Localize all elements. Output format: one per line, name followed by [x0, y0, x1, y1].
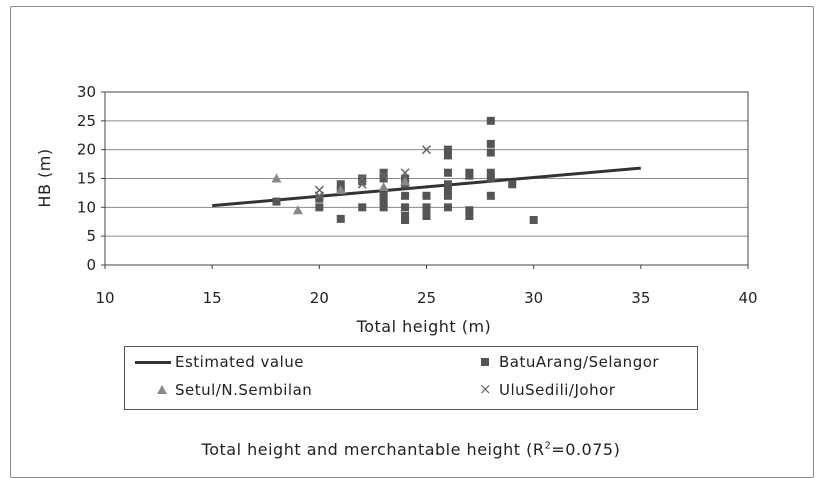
point-batuarang-selangor: [486, 148, 495, 157]
point-batuarang-selangor: [465, 211, 474, 220]
y-tick-label: 5: [86, 227, 96, 245]
point-batuarang-selangor: [315, 203, 324, 212]
point-batuarang-selangor: [358, 177, 367, 186]
point-batuarang-selangor: [379, 197, 388, 206]
point-batuarang-selangor: [443, 168, 452, 177]
point-batuarang-selangor: [379, 203, 388, 212]
caption-suffix: =0.075): [551, 440, 621, 459]
y-tick-label: 0: [86, 256, 96, 274]
legend-label: BatuArang/Selangor: [499, 353, 660, 371]
caption-prefix: Total height and merchantable height (R: [201, 440, 545, 459]
x-tick-label: 35: [631, 289, 650, 307]
x-tick-label: 10: [95, 289, 114, 307]
point-ulusedili-johor: [314, 191, 324, 201]
line-marker-icon: [131, 355, 171, 369]
point-setul-n-sembilan: [400, 176, 411, 186]
point-batuarang-selangor: [465, 206, 474, 215]
x-tick-label: 25: [417, 289, 436, 307]
point-batuarang-selangor: [422, 203, 431, 212]
y-axis-label: HB (m): [35, 148, 54, 207]
point-setul-n-sembilan: [335, 185, 346, 195]
y-tick-label: 15: [77, 170, 96, 188]
legend-item-setul: Setul/N.Sembilan: [131, 381, 312, 399]
point-batuarang-selangor: [486, 139, 495, 148]
point-batuarang-selangor: [443, 186, 452, 195]
square-marker-icon: [455, 355, 495, 369]
point-batuarang-selangor: [465, 171, 474, 180]
legend-label: UluSedili/Johor: [499, 381, 616, 399]
caption-superscript: 2: [544, 440, 552, 452]
point-ulusedili-johor: [421, 145, 432, 155]
point-batuarang-selangor: [443, 191, 452, 200]
legend: Estimated value BatuArang/Selangor Setul…: [124, 346, 698, 410]
point-batuarang-selangor: [443, 151, 452, 160]
point-ulusedili-johor: [400, 168, 410, 178]
y-tick-label: 25: [77, 112, 96, 130]
x-marker-icon: ×: [479, 380, 493, 398]
x-tick-label: 20: [310, 289, 329, 307]
y-tick-label: 30: [77, 83, 96, 101]
x-tick-label: 40: [738, 289, 757, 307]
y-tick-label: 20: [77, 141, 96, 159]
legend-item-ulusedili: × UluSedili/Johor: [455, 380, 616, 399]
point-batuarang-selangor: [422, 191, 431, 200]
point-batuarang-selangor: [401, 211, 410, 220]
chart-caption: Total height and merchantable height (R2…: [0, 440, 822, 459]
point-batuarang-selangor: [401, 191, 410, 200]
point-ulusedili-johor: [379, 171, 389, 181]
point-batuarang-selangor: [486, 168, 495, 177]
point-batuarang-selangor: [529, 216, 538, 225]
x-tick-label: 30: [524, 289, 543, 307]
point-batuarang-selangor: [443, 145, 452, 154]
triangle-marker-icon: [131, 383, 171, 397]
x-axis-ticks: 10 15 20 25 30 35 40: [95, 265, 758, 307]
legend-label: Setul/N.Sembilan: [175, 381, 313, 399]
point-batuarang-selangor: [401, 216, 410, 225]
point-setul-n-sembilan: [271, 173, 282, 183]
y-axis-ticks: 0 5 10 15 20 25 30: [77, 83, 105, 274]
scatter-chart: 10 15 20 25 30 35 40 0 5 10 15 20 25 30 Total height…: [35, 83, 758, 336]
point-batuarang-selangor: [508, 180, 517, 189]
legend-item-batuarang: BatuArang/Selangor: [455, 353, 659, 371]
point-batuarang-selangor: [443, 203, 452, 212]
point-batuarang-selangor: [422, 211, 431, 220]
point-batuarang-selangor: [379, 191, 388, 200]
point-batuarang-selangor: [358, 203, 367, 212]
point-batuarang-selangor: [272, 197, 281, 206]
point-setul-n-sembilan: [292, 205, 303, 215]
point-batuarang-selangor: [379, 168, 388, 177]
y-tick-label: 10: [77, 198, 96, 216]
point-ulusedili-johor: [357, 179, 367, 189]
point-setul-n-sembilan: [378, 182, 389, 192]
point-batuarang-selangor: [401, 203, 410, 212]
point-batuarang-selangor: [379, 174, 388, 183]
x-tick-label: 15: [203, 289, 222, 307]
point-batuarang-selangor: [336, 180, 345, 189]
point-batuarang-selangor: [336, 214, 345, 223]
legend-item-estimated: Estimated value: [131, 353, 304, 371]
legend-label: Estimated value: [175, 353, 305, 371]
point-batuarang-selangor: [486, 191, 495, 200]
point-batuarang-selangor: [486, 116, 495, 125]
series-line-estimated-value: [212, 166, 641, 208]
x-axis-label: Total height (m): [356, 317, 492, 336]
point-batuarang-selangor: [443, 180, 452, 189]
point-batuarang-selangor: [486, 174, 495, 183]
point-batuarang-selangor: [315, 194, 324, 203]
data-marks: [212, 116, 641, 225]
